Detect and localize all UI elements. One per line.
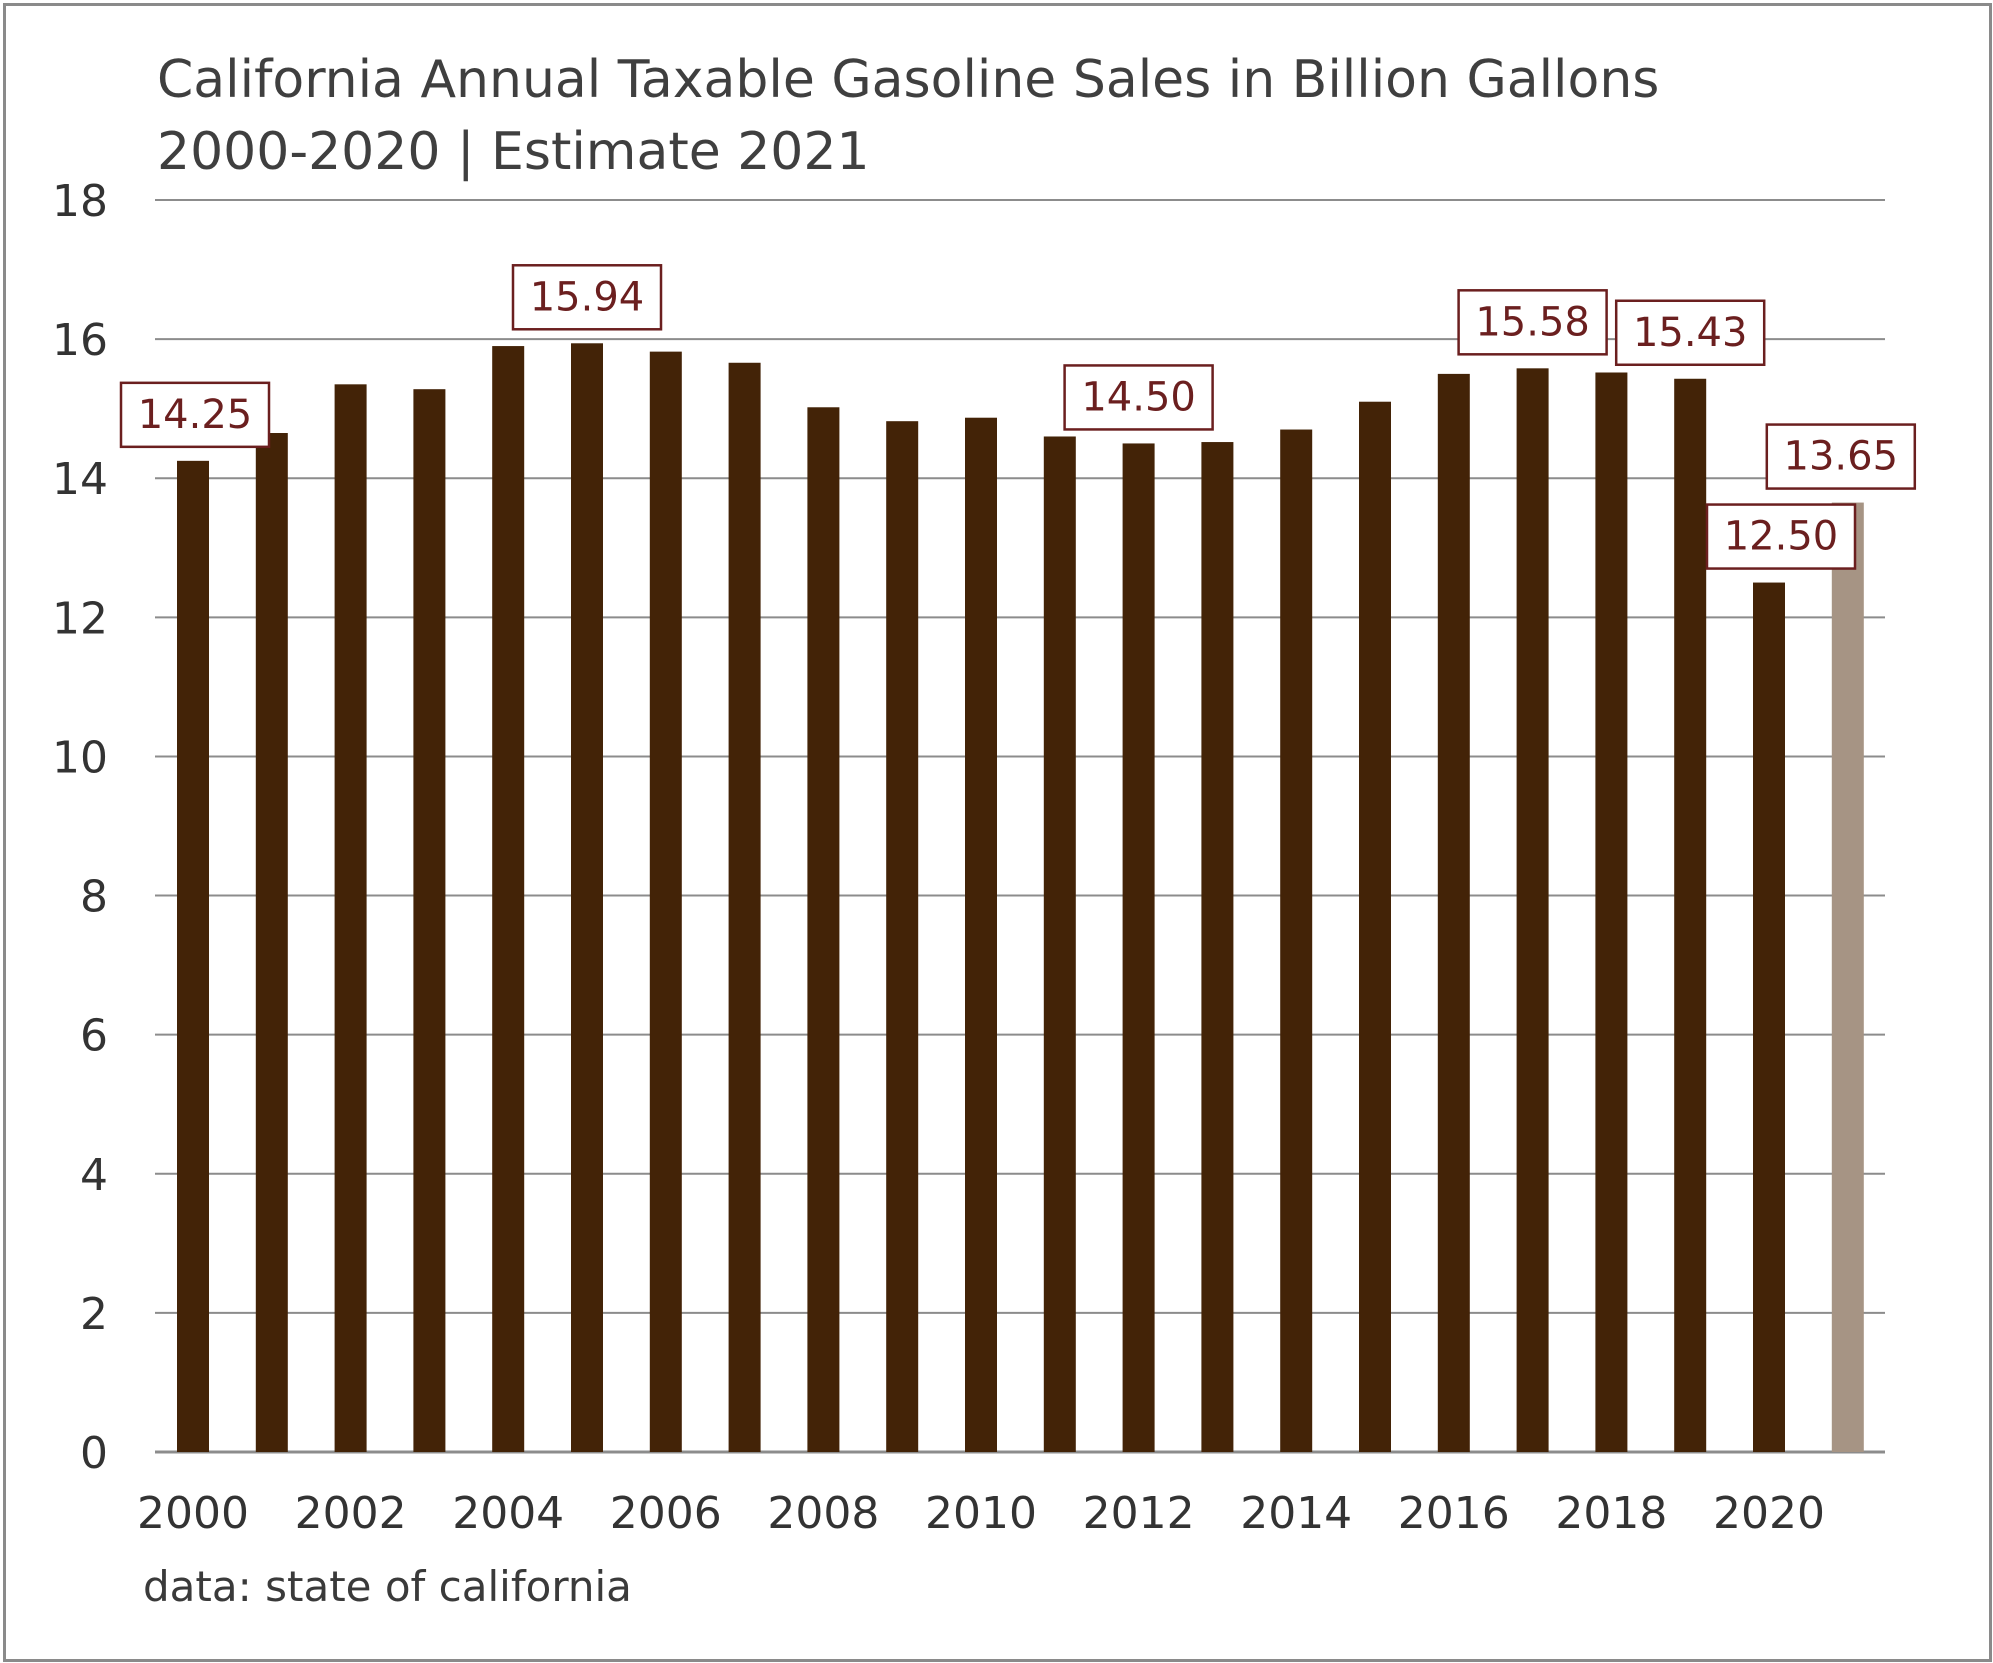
bar-2021: [1831, 502, 1864, 1453]
data-label: 15.58: [1475, 299, 1590, 345]
bar-2014: [1280, 429, 1313, 1452]
y-tick-label: 16: [52, 315, 108, 366]
bar-2013: [1201, 442, 1234, 1452]
chart-frame: [3, 3, 1992, 1662]
data-label-box: [119, 381, 271, 449]
x-tick-label: 2008: [767, 1488, 879, 1539]
x-tick-label: 2006: [610, 1488, 722, 1539]
bar-2009: [886, 421, 919, 1453]
bar-2019: [1674, 378, 1707, 1452]
data-label: 13.65: [1784, 434, 1899, 480]
chart-subtitle: 2000-2020 | Estimate 2021: [157, 122, 870, 182]
bar-2016: [1437, 373, 1470, 1452]
bar-2006: [649, 351, 682, 1452]
bar-2020: [1753, 582, 1785, 1452]
x-tick-label: 2000: [137, 1488, 249, 1539]
data-label-box: [1457, 289, 1608, 356]
x-tick-label: 2014: [1240, 1488, 1352, 1539]
data-label: 12.50: [1724, 514, 1839, 560]
bar-2018: [1595, 372, 1628, 1452]
bar-2002: [334, 384, 367, 1452]
data-label: 15.94: [530, 274, 645, 320]
x-tick-label: 2016: [1398, 1488, 1510, 1539]
data-label-box: [1614, 299, 1766, 367]
data-label-box: [1765, 423, 1917, 490]
y-tick-label: 4: [80, 1150, 108, 1201]
y-tick-label: 14: [52, 454, 108, 505]
bar-2004: [492, 346, 525, 1453]
data-label: 14.50: [1081, 374, 1196, 420]
x-tick-label: 2004: [452, 1488, 564, 1539]
data-label-box: [1705, 503, 1857, 570]
bar-2008: [807, 407, 840, 1453]
source-note: data: state of california: [143, 1562, 632, 1611]
y-tick-label: 0: [80, 1428, 108, 1479]
data-label-box: [1063, 364, 1214, 431]
bar-2001: [255, 433, 288, 1452]
bar-2015: [1359, 401, 1391, 1452]
x-tick-label: 2002: [295, 1488, 407, 1539]
chart-title-line: California Annual Taxable Gasoline Sales…: [157, 50, 1660, 110]
bar-2011: [1043, 436, 1076, 1452]
x-tick-label: 2020: [1713, 1488, 1825, 1539]
bar-2005: [571, 343, 603, 1453]
y-tick-label: 6: [80, 1011, 108, 1062]
bar-2007: [728, 362, 761, 1452]
y-tick-label: 8: [80, 872, 108, 923]
data-label: 14.25: [138, 392, 253, 438]
data-label: 15.43: [1633, 310, 1748, 356]
bar-2000: [177, 460, 209, 1452]
y-tick-label: 18: [52, 176, 108, 227]
bar-2012: [1122, 443, 1155, 1452]
x-tick-label: 2012: [1083, 1488, 1195, 1539]
y-tick-label: 12: [52, 593, 108, 644]
x-tick-label: 2010: [925, 1488, 1037, 1539]
y-tick-label: 10: [52, 732, 108, 783]
chart-title: California Annual Taxable Gasoline Sales…: [157, 44, 1659, 188]
y-tick-label: 2: [80, 1289, 108, 1340]
x-tick-label: 2018: [1555, 1488, 1667, 1539]
bar-2010: [965, 417, 997, 1453]
bar-2017: [1516, 368, 1549, 1452]
bar-2003: [413, 389, 446, 1452]
data-label-box: [511, 264, 663, 331]
